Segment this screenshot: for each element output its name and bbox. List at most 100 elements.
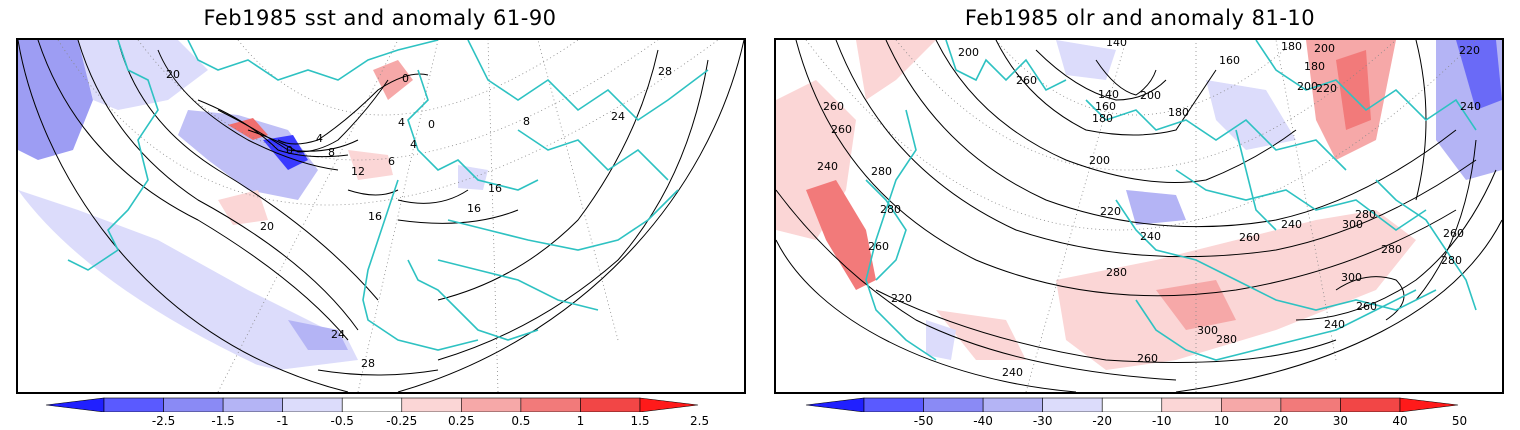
contour-label: 0 (286, 144, 293, 157)
contour-label: 300 (1197, 324, 1218, 337)
colorbar-tick-label: 20 (1273, 414, 1289, 428)
colorbar-tick-label: -0.5 (330, 414, 354, 428)
colorbar-swatch (982, 397, 1043, 412)
contour-label: 280 (1381, 243, 1402, 256)
graticule (805, 40, 1477, 392)
contour-label: 260 (1356, 300, 1377, 313)
anomaly-negative-region (926, 320, 956, 360)
colorbar-tick-label: 40 (1392, 414, 1408, 428)
anomaly-positive-region (806, 180, 876, 290)
colorbar-left-arrow (45, 397, 105, 412)
anomaly-negative-region (178, 110, 318, 200)
contour-label: 300 (1342, 218, 1363, 231)
contour-label: 140 (1106, 40, 1127, 49)
colorbar-swatch (401, 397, 462, 412)
contour-label: 140 (1098, 88, 1119, 101)
contour-label: 260 (831, 123, 852, 136)
contour-label: 200 (958, 46, 979, 59)
anomaly-positive-region (1336, 50, 1371, 130)
contour-label: 220 (1316, 82, 1337, 95)
contour-label: 260 (1137, 352, 1158, 365)
colorbar-swatch (520, 397, 581, 412)
sst-contours (37, 40, 709, 376)
contour-label: 0 (428, 118, 435, 131)
contour-label: 200 (1089, 154, 1110, 167)
contour-label: 180 (1092, 112, 1113, 125)
olr-map-title: Feb1985 olr and anomaly 81-10 (964, 6, 1316, 30)
contour-label: 20 (260, 220, 274, 233)
graticule (57, 40, 719, 392)
contour-label: 240 (1324, 318, 1345, 331)
contour-label: 260 (1016, 74, 1037, 87)
colorbar-swatch (341, 397, 403, 412)
colorbar-right-arrow (639, 397, 699, 412)
colorbar-right-arrow (1399, 397, 1459, 412)
colorbar-swatch (1101, 397, 1163, 412)
colorbar-swatch (863, 397, 924, 412)
colorbar-tick-label: -0.25 (386, 414, 418, 428)
sst-colorbar: -2.5 -1.5 -1 -0.5 -0.25 0.25 0.5 1 1.5 2.5 (0, 396, 760, 430)
anomaly-negative-region (18, 40, 93, 160)
coastlines (67, 40, 709, 351)
contour-label: 240 (1002, 366, 1023, 379)
contour-label: 4 (410, 138, 417, 151)
contour-label: 16 (368, 210, 382, 223)
colorbar-tick-label: -1.5 (211, 414, 235, 428)
olr-contour-labels: 200 140 180 200 220 260 160 140 160 180 … (817, 40, 1481, 379)
colorbar-swatch (461, 397, 522, 412)
colorbar-tick-label: 10 (1213, 414, 1229, 428)
colorbar-swatch (1161, 397, 1222, 412)
contour-label: 260 (823, 100, 844, 113)
contour-label: 280 (1216, 333, 1237, 346)
olr-colorbar: -50 -40 -30 -20 -10 10 20 30 40 50 (760, 396, 1520, 430)
contour-label: 260 (1443, 227, 1464, 240)
contour-label: 20 (166, 68, 180, 81)
contour-label: 4 (398, 116, 405, 129)
contour-label: 280 (880, 203, 901, 216)
colorbar-swatch (1042, 397, 1103, 412)
contour-label: 16 (467, 202, 481, 215)
contour-label: 260 (1239, 231, 1260, 244)
contour-label: 220 (891, 292, 912, 305)
colorbar-tick-label: -10 (1151, 414, 1172, 428)
colorbar-swatch (1340, 397, 1401, 412)
colorbar-swatch (103, 397, 164, 412)
sst-map: 20 0 4 0 4 0 8 4 8 12 6 16 16 16 20 24 2… (16, 38, 746, 394)
sst-panel: Feb1985 sst and anomaly 61-90 (0, 6, 760, 430)
contour-label: 200 (1140, 89, 1161, 102)
colorbar-tick-label: 2.5 (690, 414, 710, 428)
anomaly-positive-region (218, 190, 268, 225)
anomaly-negative-region (1056, 40, 1116, 80)
olr-contours (776, 40, 1497, 381)
colorbar-swatch (923, 397, 984, 412)
colorbar-swatch (580, 397, 641, 412)
olr-map-canvas: 200 140 180 200 220 260 160 140 160 180 … (776, 40, 1502, 392)
contour-label: 12 (351, 165, 365, 178)
contour-label: 280 (1355, 208, 1376, 221)
anomaly-positive-region (373, 60, 413, 100)
colorbar-tick-label: -20 (1092, 414, 1113, 428)
anomaly-positive-region (228, 118, 268, 140)
colorbar-tick-label: -2.5 (151, 414, 176, 428)
colorbar-tick-label: 0.5 (511, 414, 531, 428)
contour-label: 300 (1341, 271, 1362, 284)
contour-label: 0 (402, 72, 409, 85)
colorbar-tick-label: -50 (913, 414, 934, 428)
colorbar-left-arrow (805, 397, 865, 412)
contour-label: 180 (1168, 106, 1189, 119)
contour-label: 160 (1095, 100, 1116, 113)
anomaly-negative-region (1456, 40, 1502, 110)
anomaly-negative-region (1126, 190, 1186, 225)
contour-label: 28 (361, 357, 375, 370)
contour-label: 4 (316, 132, 323, 145)
contour-label: 200 (1297, 80, 1318, 93)
olr-panel: Feb1985 olr and anomaly 81-10 (760, 0, 1520, 430)
contour-label: 240 (1281, 218, 1302, 231)
contour-label: 180 (1304, 60, 1325, 73)
olr-map: 200 140 180 200 220 260 160 140 160 180 … (774, 38, 1504, 394)
colorbar-tick-label: -1 (276, 414, 289, 428)
colorbar-swatch (222, 397, 283, 412)
contour-label: 160 (1219, 54, 1240, 67)
colorbar-swatch (163, 397, 224, 412)
colorbar-swatch (282, 397, 343, 412)
